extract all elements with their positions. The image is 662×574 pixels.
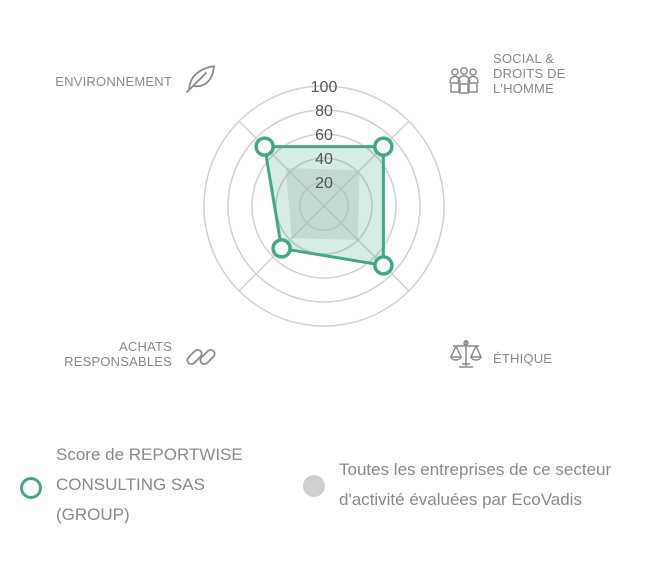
- company-data-point[interactable]: [271, 238, 292, 259]
- axis-label-line: DROITS DE: [493, 66, 566, 81]
- radial-tick-labels: 20 40 60 80 100: [311, 79, 338, 192]
- axis-label-environnement: ENVIRONNEMENT: [55, 74, 172, 89]
- grid-ring: [299, 181, 349, 231]
- company-data-point[interactable]: [373, 255, 394, 276]
- legend-line: CONSULTING SAS: [56, 475, 205, 494]
- sector-average-area: [285, 167, 360, 240]
- axis-label-line: ÉTHIQUE: [493, 351, 553, 366]
- legend-company-marker: [20, 477, 42, 499]
- axis-label-line: ENVIRONNEMENT: [55, 74, 172, 89]
- legend-line: d'activité évaluées par EcoVadis: [339, 490, 582, 509]
- legend-sector-label: Toutes les entreprises de ce secteur d'a…: [339, 455, 659, 515]
- radial-tick-label: 20: [315, 175, 333, 192]
- company-score-points: [254, 136, 394, 276]
- legend-sector-marker: [303, 475, 325, 497]
- chain-link-icon: [184, 340, 218, 379]
- radial-tick-label: 80: [315, 103, 333, 120]
- leaf-icon: [184, 62, 218, 99]
- scales-icon: [449, 338, 483, 375]
- axis-label-social: SOCIAL & DROITS DE L'HOMME: [493, 51, 566, 96]
- legend-line: (GROUP): [56, 505, 130, 524]
- axis-label-achats: ACHATS RESPONSABLES: [64, 339, 172, 369]
- grid-spoke: [238, 120, 325, 207]
- grid-spoke: [323, 120, 410, 207]
- people-group-icon: [448, 66, 480, 101]
- company-data-point[interactable]: [254, 136, 275, 157]
- radial-tick-label: 100: [311, 79, 338, 96]
- grid-ring: [251, 133, 397, 279]
- legend-company-label: Score de REPORTWISE CONSULTING SAS (GROU…: [56, 440, 276, 530]
- radial-tick-label: 60: [315, 127, 333, 144]
- axis-label-line: SOCIAL &: [493, 51, 555, 66]
- grid-spoke: [323, 205, 410, 292]
- legend-line: Toutes les entreprises de ce secteur: [339, 460, 612, 479]
- grid-ring: [203, 85, 445, 327]
- legend-line: Score de REPORTWISE: [56, 445, 243, 464]
- axis-label-ethique: ÉTHIQUE: [493, 351, 552, 366]
- axis-label-line: RESPONSABLES: [64, 354, 172, 369]
- radial-tick-label: 40: [315, 151, 333, 168]
- grid-ring: [227, 109, 421, 303]
- company-data-point[interactable]: [373, 136, 394, 157]
- sector-series-area: [285, 167, 360, 240]
- axis-label-line: ACHATS: [119, 339, 172, 354]
- axis-label-line: L'HOMME: [493, 81, 554, 96]
